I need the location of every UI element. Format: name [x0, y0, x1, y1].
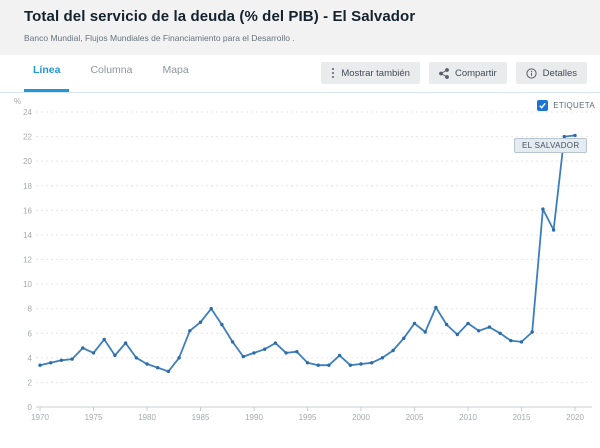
- svg-text:8: 8: [28, 305, 33, 314]
- svg-text:2: 2: [28, 378, 33, 387]
- svg-text:2020: 2020: [566, 413, 584, 422]
- show-also-label: Mostrar también: [341, 67, 410, 79]
- svg-text:1975: 1975: [85, 413, 103, 422]
- page-title: Total del servicio de la deuda (% del PI…: [24, 8, 416, 25]
- kebab-vertical-icon: [331, 67, 335, 79]
- tab-linea[interactable]: Línea: [24, 55, 70, 92]
- svg-text:6: 6: [28, 329, 33, 338]
- details-button[interactable]: Detalles: [515, 62, 587, 84]
- share-label: Compartir: [454, 67, 497, 79]
- svg-text:0: 0: [28, 403, 33, 412]
- show-also-button[interactable]: Mostrar también: [321, 62, 420, 84]
- series-label-tag: EL SALVADOR: [514, 138, 588, 153]
- svg-text:12: 12: [23, 256, 32, 265]
- chart-area: 0 2 4 6 8 10 12 14 16 18 20 22 24% 1970 1975 1980 1985 19…: [0, 93, 600, 448]
- view-tabs: Línea Columna Mapa: [24, 55, 210, 92]
- toolbar: Línea Columna Mapa Mostrar también Compa…: [0, 55, 600, 93]
- svg-text:1990: 1990: [245, 413, 263, 422]
- share-icon: [439, 67, 449, 79]
- info-icon: [526, 67, 537, 79]
- label-toggle: ETIQUETA: [537, 100, 595, 111]
- details-label: Detalles: [542, 67, 577, 79]
- svg-text:2010: 2010: [459, 413, 477, 422]
- chart-header: Total del servicio de la deuda (% del PI…: [0, 0, 600, 55]
- svg-text:16: 16: [23, 206, 32, 215]
- svg-text:4: 4: [28, 354, 33, 363]
- etiqueta-checkbox[interactable]: [537, 100, 549, 111]
- svg-text:20: 20: [23, 157, 32, 166]
- svg-text:22: 22: [23, 133, 32, 142]
- svg-text:10: 10: [23, 280, 32, 289]
- svg-text:14: 14: [23, 231, 32, 240]
- svg-text:%: %: [14, 97, 21, 106]
- share-button[interactable]: Compartir: [428, 62, 507, 84]
- source-subtitle: Banco Mundial, Flujos Mundiales de Finan…: [24, 33, 295, 43]
- svg-text:1995: 1995: [299, 413, 317, 422]
- toolbar-actions: Mostrar también Compartir Detalles: [321, 62, 587, 84]
- tab-columna[interactable]: Columna: [90, 64, 133, 76]
- tab-mapa[interactable]: Mapa: [162, 64, 189, 76]
- svg-text:24: 24: [23, 108, 32, 117]
- svg-text:1985: 1985: [192, 413, 210, 422]
- check-icon: [539, 102, 546, 109]
- svg-text:18: 18: [23, 182, 32, 191]
- svg-text:2015: 2015: [513, 413, 531, 422]
- svg-text:2005: 2005: [406, 413, 424, 422]
- svg-text:2000: 2000: [352, 413, 370, 422]
- svg-text:1980: 1980: [138, 413, 156, 422]
- svg-text:1970: 1970: [31, 413, 49, 422]
- etiqueta-label: ETIQUETA: [553, 101, 595, 110]
